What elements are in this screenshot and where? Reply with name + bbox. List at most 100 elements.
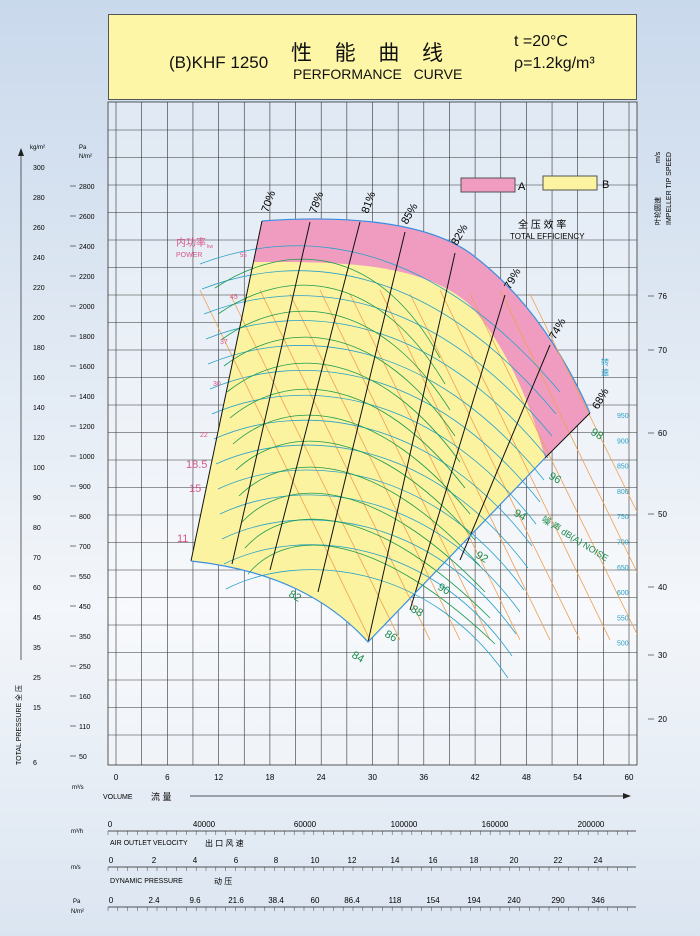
- kg-tick-label: 200: [33, 315, 45, 322]
- outlet-velocity-tick-label: 10: [311, 856, 320, 865]
- noise-value-label: 96: [547, 470, 564, 487]
- rpm-tick-label: 500: [617, 641, 629, 648]
- power-line: [529, 293, 637, 513]
- outlet-velocity-tick-label: 12: [348, 856, 357, 865]
- power-value-label: 45: [230, 294, 238, 301]
- outlet-flow-tick-label: 200000: [578, 820, 605, 829]
- chart-marks: 2800260024002200200018001600140012001000…: [33, 165, 667, 911]
- unit-kg: kg/m²: [30, 145, 45, 151]
- dynamic-pressure-tick-label: 290: [551, 896, 565, 905]
- speed-curve: [199, 245, 561, 393]
- pa-tick-label: 1200: [79, 424, 95, 431]
- dynamic-pressure-tick-label: 9.6: [189, 896, 201, 905]
- title-english: PERFORMANCE CURVE: [293, 66, 463, 82]
- rpm-tick-label: 900: [617, 438, 629, 445]
- tip-speed-tick-label: 60: [658, 429, 667, 438]
- volume-tick-label: 48: [522, 773, 531, 782]
- dyn-unit-pa: Pa: [73, 899, 81, 905]
- speed-curve: [201, 270, 557, 415]
- pa-tick-label: 160: [79, 694, 91, 701]
- curves: [190, 220, 637, 679]
- tip-speed-tick-label: 50: [658, 510, 667, 519]
- dynamic-pressure-tick-label: 2.4: [148, 896, 160, 905]
- speed-curve: [219, 494, 521, 613]
- noise-value-label: 84: [350, 649, 367, 666]
- dynamic-pressure-tick-label: 86.4: [344, 896, 360, 905]
- efficiency-title-en: TOTAL EFFICIENCY: [510, 232, 585, 241]
- speed-curve: [221, 519, 517, 635]
- volume-tick-label: 30: [368, 773, 377, 782]
- power-line: [469, 293, 637, 635]
- kg-tick-label: 35: [33, 645, 41, 652]
- kg-tick-label: 240: [33, 255, 45, 262]
- outlet-velocity-tick-label: 6: [234, 856, 239, 865]
- pa-tick-label: 1400: [79, 394, 95, 401]
- header-panel: (B)KHF 1250 性 能 曲 线 PERFORMANCE CURVE t …: [108, 14, 637, 100]
- velocity-unit: m/s: [71, 865, 81, 871]
- efficiency-line: [190, 220, 263, 562]
- speed-curve: [217, 469, 525, 591]
- outlet-flow-tick-label: 160000: [482, 820, 509, 829]
- model-name: (B)KHF 1250: [169, 53, 269, 72]
- kg-tick-label: 25: [33, 675, 41, 682]
- dynamic-label-cn: 动 压: [214, 876, 232, 886]
- title-chinese: 性 能 曲 线: [291, 41, 452, 65]
- efficiency-line: [317, 231, 406, 593]
- tip-speed-tick-label: 76: [658, 292, 667, 301]
- speed-curve: [205, 320, 549, 459]
- outlet-unit: m³/h: [71, 829, 83, 835]
- volume-tick-label: 24: [317, 773, 326, 782]
- pa-tick-label: 50: [79, 754, 87, 761]
- speed-curve: [223, 544, 513, 657]
- operating-regions: [191, 218, 591, 642]
- speed-curve: [203, 295, 553, 437]
- region-b: [191, 221, 545, 642]
- outlet-flow-tick-label: 60000: [294, 820, 317, 829]
- tip-speed-tick-label: 20: [658, 715, 667, 724]
- volume-tick-label: 54: [573, 773, 582, 782]
- power-value-label: 37: [220, 339, 228, 346]
- volume-tick-label: 36: [419, 773, 428, 782]
- unit-pa: Pa: [79, 145, 87, 151]
- outlet-velocity-tick-label: 14: [391, 856, 400, 865]
- kg-tick-label: 260: [33, 225, 45, 232]
- kg-tick-label: 180: [33, 345, 45, 352]
- kg-tick-label: 140: [33, 405, 45, 412]
- pa-tick-label: 900: [79, 484, 91, 491]
- dynamic-pressure-tick-label: 38.4: [268, 896, 284, 905]
- noise-curve: [235, 440, 476, 541]
- dynamic-pressure-tick-label: 21.6: [228, 896, 244, 905]
- kg-tick-label: 280: [33, 195, 45, 202]
- outlet-flow-tick-label: 100000: [391, 820, 418, 829]
- tip-speed-en: IMPELLER TIP SPEED: [666, 152, 673, 225]
- noise-curve: [217, 284, 446, 385]
- rpm-tick-label: 600: [617, 590, 629, 597]
- speed-curve: [225, 569, 509, 679]
- pa-tick-label: 1000: [79, 454, 95, 461]
- noise-curve: [220, 310, 451, 411]
- noise-value-label: 94: [512, 507, 529, 524]
- pa-tick-label: 2400: [79, 244, 95, 251]
- power-line: [319, 289, 491, 641]
- speed-curve: [209, 370, 541, 503]
- dynamic-pressure-tick-label: 240: [507, 896, 521, 905]
- volume-label: VOLUME: [103, 794, 133, 801]
- noise-curve: [241, 492, 486, 593]
- power-label-en: POWER: [176, 252, 202, 259]
- rpm-tick-label: 700: [617, 540, 629, 547]
- outlet-flow-tick-label: 0: [108, 820, 113, 829]
- noise-curve: [247, 544, 496, 645]
- pa-tick-label: 550: [79, 574, 91, 581]
- pa-tick-label: 2800: [79, 184, 95, 191]
- dynamic-pressure-tick-label: 154: [426, 896, 440, 905]
- kg-tick-label: 70: [33, 555, 41, 562]
- kg-tick-label: 300: [33, 165, 45, 172]
- pa-tick-label: 2000: [79, 304, 95, 311]
- noise-value-label: 92: [474, 549, 491, 566]
- outlet-velocity-tick-label: 16: [429, 856, 438, 865]
- dynamic-pressure-tick-label: 194: [467, 896, 481, 905]
- rpm-tick-label: 650: [617, 565, 629, 572]
- power-value-label: 55: [240, 253, 247, 259]
- rpm-tick-label: 850: [617, 464, 629, 471]
- tip-speed-tick-label: 40: [658, 583, 667, 592]
